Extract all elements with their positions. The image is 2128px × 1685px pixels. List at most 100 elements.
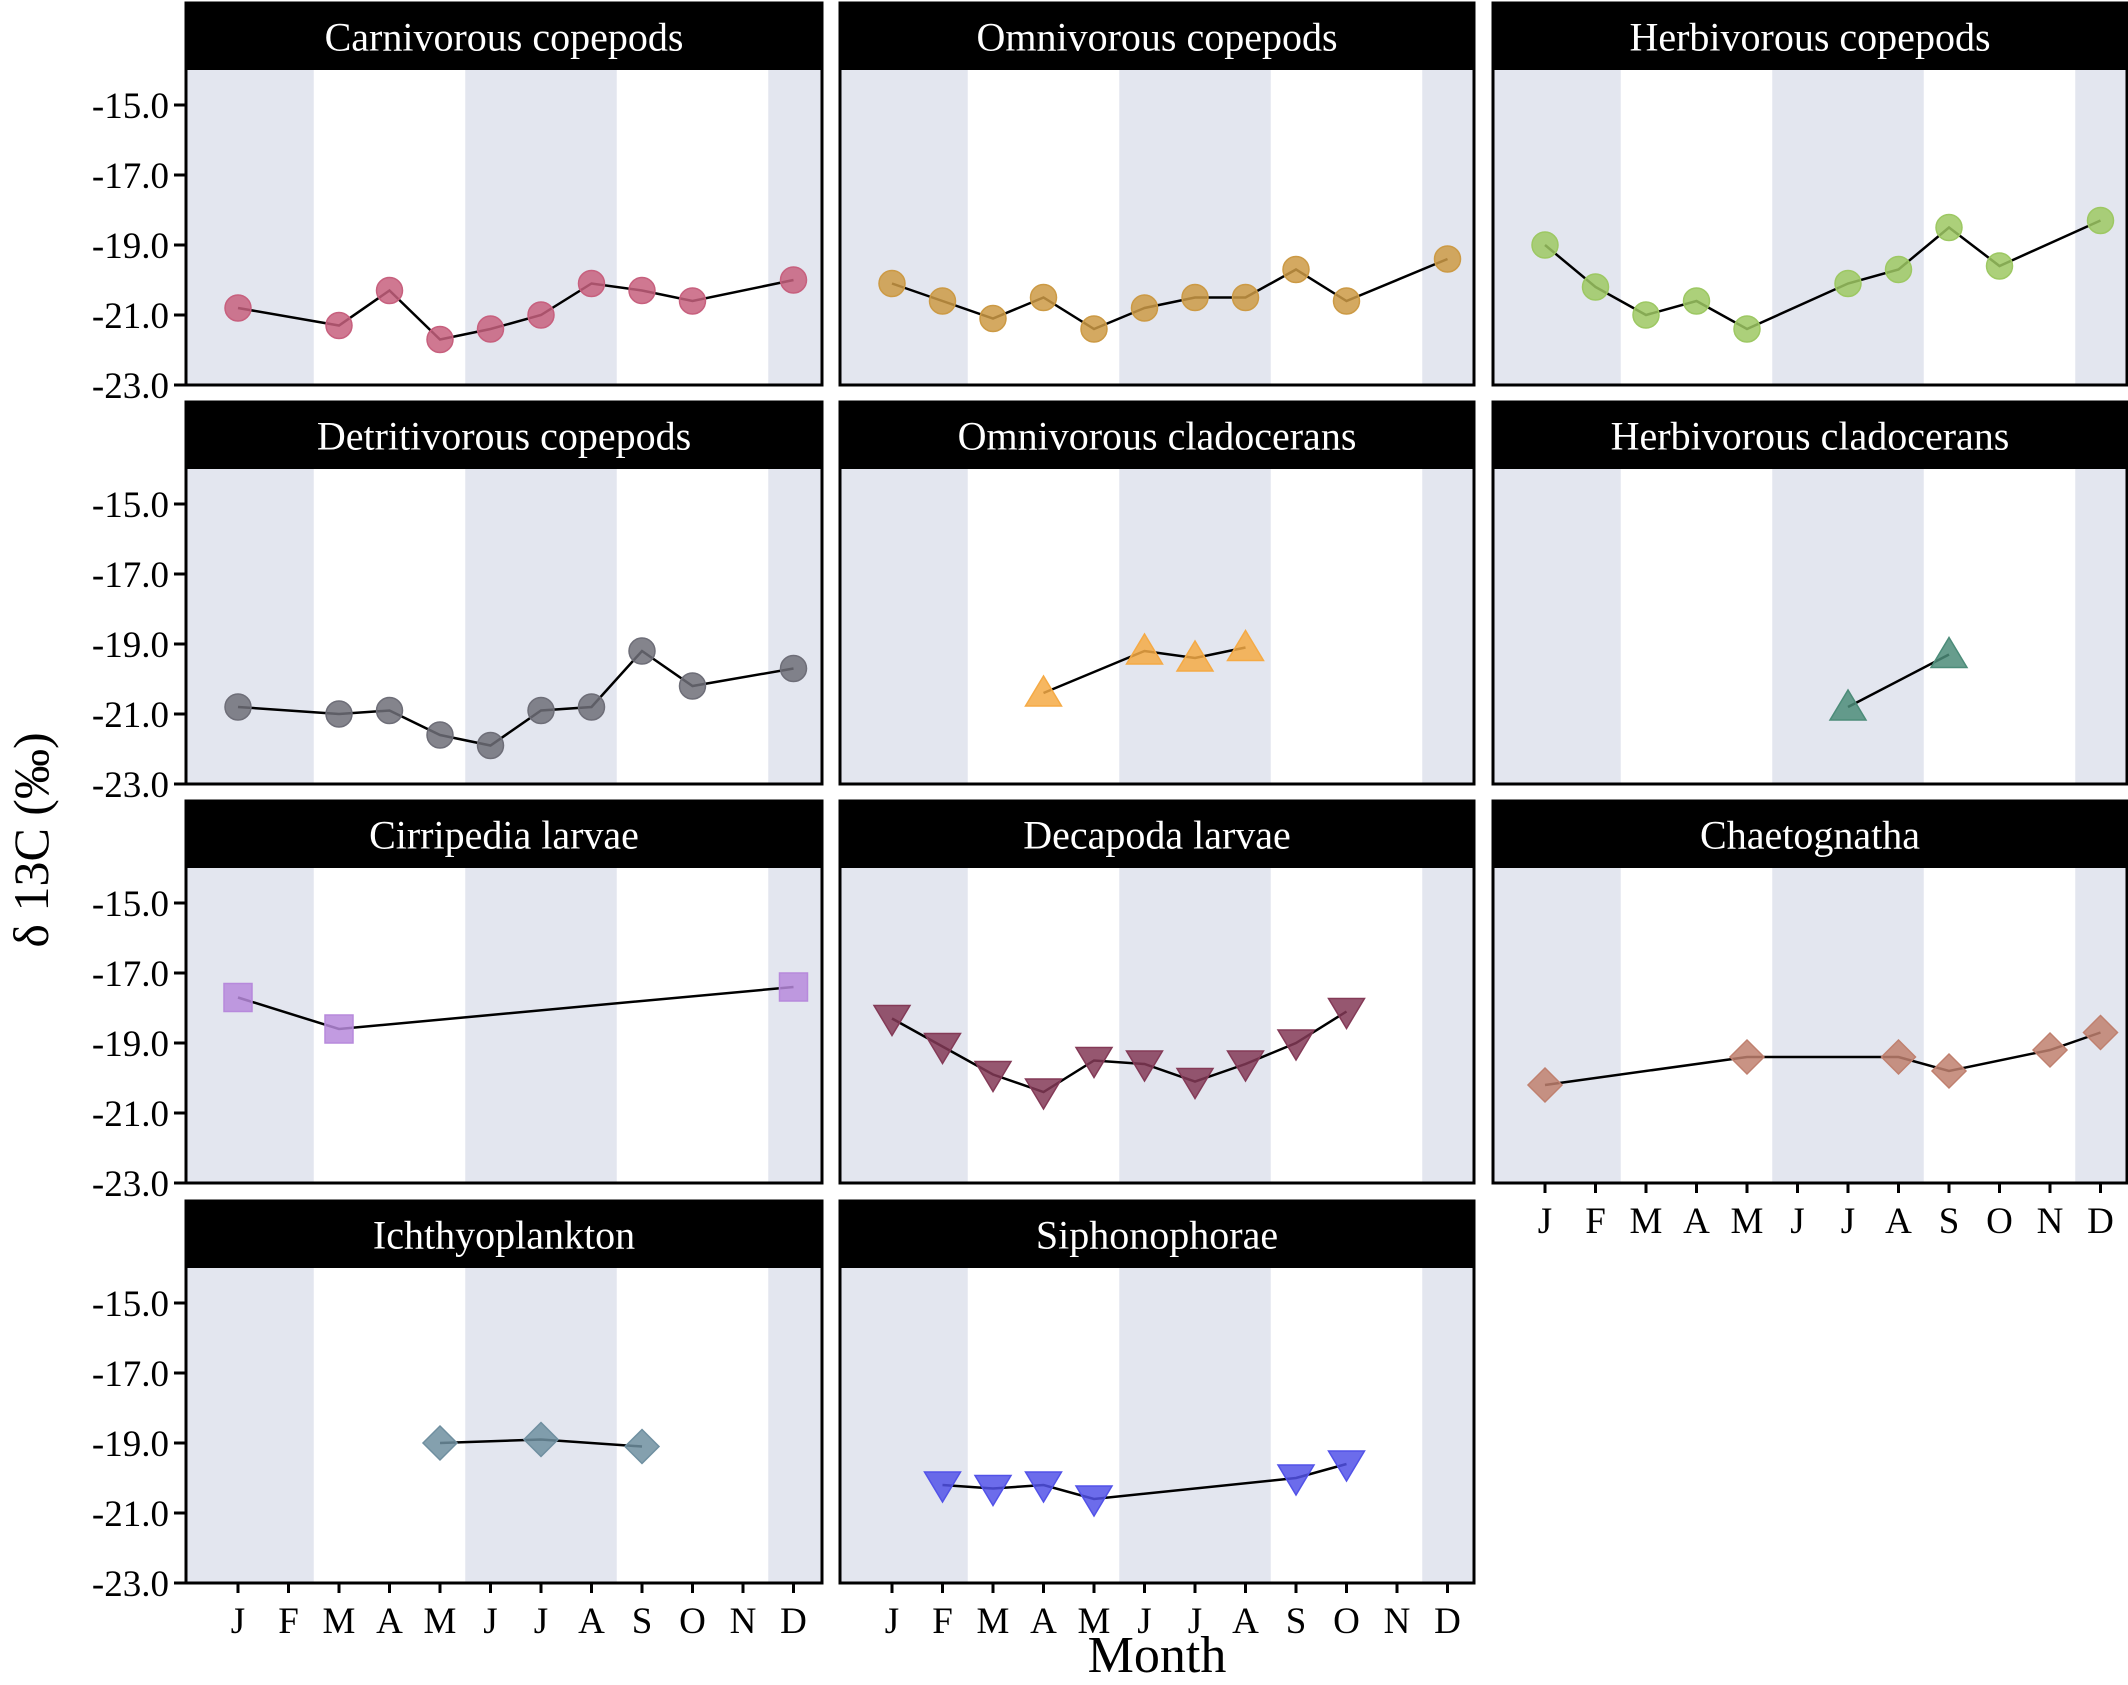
data-point [1029,283,1058,312]
series-line [1544,219,2102,331]
y-tick-label: -17.0 [92,555,169,596]
x-tick-label: S [632,1601,653,1642]
panel-title: Cirripedia larvae [369,813,639,858]
x-tick-label: A [1232,1601,1259,1642]
x-tick-label: M [977,1601,1010,1642]
panel-title: Carnivorous copepods [325,15,684,60]
data-point [1880,1038,1917,1076]
y-tick-label: -23.0 [92,366,169,407]
data-point [527,696,555,725]
x-tick-label: D [2087,1201,2114,1242]
panel-title-bar [840,402,1474,469]
x-tick-label: O [1333,1601,1360,1642]
data-point [1632,301,1660,329]
panel-border [838,1,1476,387]
panel-border [838,799,1476,1185]
data-point [223,982,253,1013]
x-tick-label: J [231,1601,245,1642]
data-point [325,700,353,728]
x-tick-label: D [780,1601,807,1642]
y-axis-title: δ 13C (‰) [3,732,59,947]
panel-title: Decapoda larvae [1023,813,1291,858]
data-point [628,276,656,305]
data-point [1130,294,1159,322]
panel-title: Chaetognatha [1700,813,1920,858]
x-tick-label: A [1885,1201,1912,1242]
shaded-month-band [1119,70,1271,385]
shaded-month-band [768,70,822,385]
x-tick-label: M [424,1601,457,1642]
shaded-month-band [1493,70,1621,385]
x-tick-label: M [1731,1201,1764,1242]
data-point [375,696,404,725]
data-point [577,693,606,721]
shaded-month-band [465,868,617,1183]
panel-ichthyoplankton: Ichthyoplankton [184,1199,824,1585]
panel-title-bar [186,3,822,70]
x-tick-label: J [1188,1601,1202,1642]
panel-title: Omnivorous copepods [976,15,1337,60]
data-point [1834,269,1862,298]
x-tick-label: M [323,1601,356,1642]
shaded-month-band [1422,469,1474,784]
data-point [1433,245,1462,273]
series-line [891,1010,1348,1094]
data-point [1332,287,1361,315]
panel-carnivorous-copepods: Carnivorous copepods [184,1,824,387]
x-tick-label: J [1538,1201,1552,1242]
panel-omnivorous-copepods: Omnivorous copepods [838,1,1476,387]
shaded-month-band [768,1268,822,1583]
data-point [1074,1485,1114,1518]
x-tick-label: N [730,1601,757,1642]
y-tick-label: -17.0 [92,156,169,197]
x-tick-label: M [1078,1601,1111,1642]
data-point [224,693,252,721]
panel-decapoda-larvae: Decapoda larvae [838,799,1476,1185]
data-point [426,721,454,749]
data-point [1929,636,1969,669]
x-tick-label: A [376,1601,403,1642]
data-point [577,269,606,298]
y-tick-label: -19.0 [92,625,169,666]
panel-border [838,400,1476,786]
shaded-month-band [1422,70,1474,385]
data-point [923,1032,962,1065]
data-point [778,972,809,1002]
data-point [1024,674,1063,707]
x-tick-label: A [578,1601,605,1642]
shaded-month-band [1772,70,1924,385]
panel-title-bar [840,3,1474,70]
panel-title: Omnivorous cladocerans [958,414,1357,459]
x-tick-label: F [278,1601,299,1642]
data-point [1074,1046,1114,1079]
x-tick-label: F [1585,1201,1606,1242]
data-point [527,301,555,329]
data-point [1327,997,1366,1030]
shaded-month-band [2075,469,2127,784]
y-tick-label: -15.0 [92,485,169,526]
data-point [973,1060,1013,1093]
shaded-month-band [768,868,822,1183]
panel-title-bar [1493,801,2127,868]
y-tick-label: -21.0 [92,1494,169,1535]
data-point [522,1421,560,1458]
data-point [224,294,252,322]
data-point [779,654,808,683]
panel-border [184,400,824,786]
data-point [1733,315,1761,343]
panel-border [1491,400,2128,786]
data-point [2082,1014,2119,1051]
y-tick-label: -23.0 [92,1564,169,1605]
data-point [678,672,707,700]
panel-border [1491,1,2128,387]
series-line [237,278,794,341]
data-point [1024,1078,1063,1111]
panel-cirripedia-larvae: Cirripedia larvae [184,799,824,1185]
y-axes-layer: -15.0 -17.0 -19.0 -21.0 -23.0 -15.0 -17.0 -19.0… [92,86,186,1605]
panel-border [838,1199,1476,1585]
shaded-month-band [465,469,617,784]
shaded-month-band [1772,469,1924,784]
data-point [1282,255,1310,284]
data-point [421,1424,459,1462]
panels-layer: Carnivorous copepods Omnivorous copepods H… [184,1,2128,1585]
